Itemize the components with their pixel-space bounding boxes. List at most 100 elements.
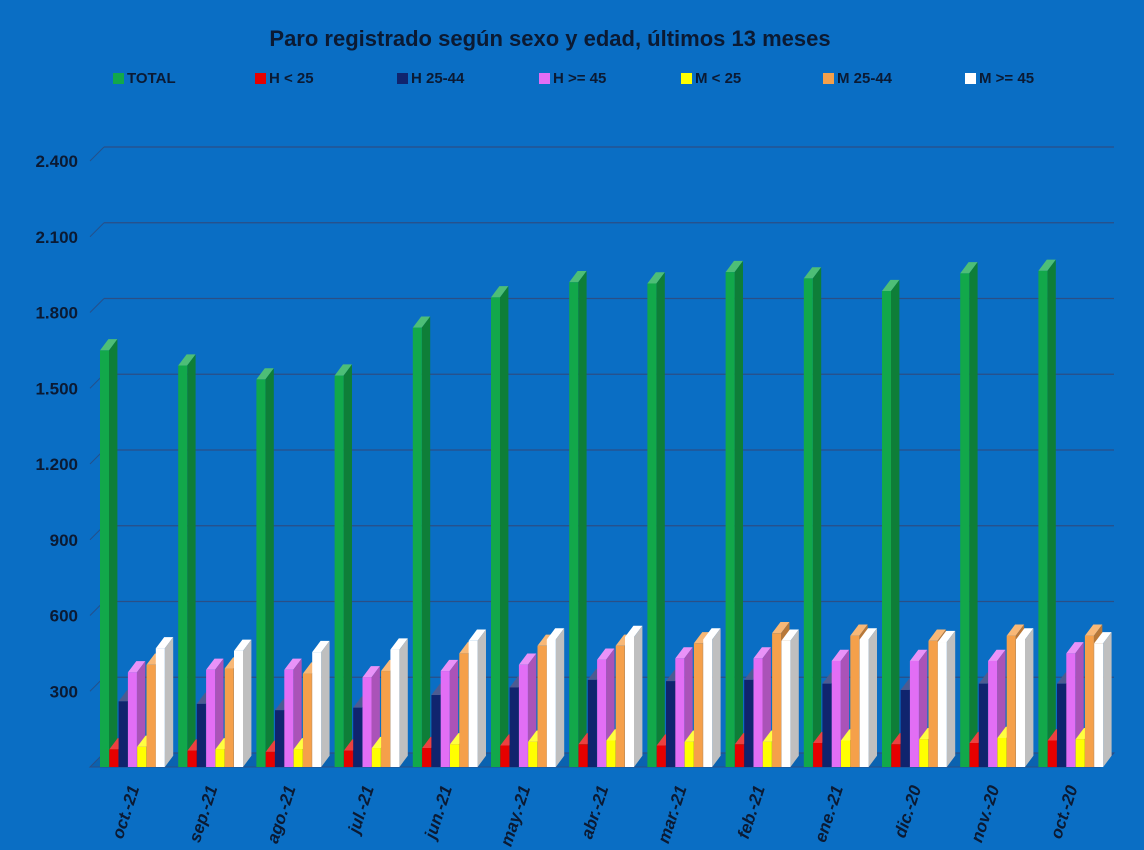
bar-top [100, 339, 118, 351]
bar-top [882, 279, 900, 292]
bar-side [946, 630, 956, 767]
bar-front [196, 703, 206, 767]
bar-front [293, 749, 303, 767]
bar-front [537, 645, 547, 767]
bar-front [265, 751, 275, 767]
bar-top [803, 267, 822, 279]
y-tick-label: 300 [50, 682, 78, 701]
legend-swatch [539, 73, 550, 84]
bar-side [321, 640, 330, 767]
bar-front [178, 365, 188, 767]
bar-top [988, 649, 1006, 661]
bar-top [468, 629, 486, 641]
bar-top [597, 648, 615, 660]
bar-top [937, 630, 956, 643]
bar [781, 629, 799, 767]
bar-front [450, 744, 459, 767]
bar-front [578, 744, 588, 767]
bar-front [781, 640, 791, 767]
bar-top [703, 628, 721, 640]
bar [703, 628, 721, 767]
bar [206, 658, 224, 767]
bar-side [293, 658, 302, 767]
bar-side [891, 279, 900, 767]
bar-front [1084, 635, 1094, 767]
legend-swatch [965, 73, 976, 84]
bar-top [1066, 642, 1084, 654]
bar-top [206, 658, 224, 670]
bar-top [928, 629, 946, 641]
bar-front [1094, 643, 1104, 767]
bar-front [597, 659, 607, 767]
bar-front [909, 660, 919, 767]
bar-front [1006, 635, 1016, 767]
bar-side [555, 628, 565, 767]
legend-item: H >= 45 [539, 70, 606, 87]
bar-front [234, 650, 243, 767]
bar-side [969, 262, 978, 767]
bar-front [206, 669, 216, 767]
bar [100, 339, 118, 767]
bar-top [155, 637, 174, 649]
bar-front [491, 297, 500, 767]
legend-swatch [397, 73, 408, 84]
bar-front [275, 710, 284, 767]
bar-front [978, 683, 988, 767]
bar-front [891, 744, 901, 767]
bar-front [528, 741, 538, 767]
bar-front [100, 350, 109, 767]
bar-top [334, 364, 352, 376]
bar-front [500, 745, 510, 767]
bar [491, 286, 509, 767]
x-tick-label: jun.-21 [420, 783, 456, 843]
bar [256, 368, 274, 767]
bar [725, 260, 743, 767]
bar-front [822, 683, 832, 767]
bar-side [656, 272, 665, 767]
bar [859, 628, 877, 767]
bar-top [1094, 632, 1112, 644]
x-tick-label: feb.-21 [734, 783, 769, 841]
legend-label: H 25-44 [411, 70, 465, 87]
bar [178, 354, 196, 767]
bar [1016, 628, 1034, 767]
bar-front [831, 660, 841, 767]
y-tick-label: 2.100 [35, 228, 78, 247]
bar [960, 262, 978, 767]
bar-front [371, 748, 381, 767]
bar-top [412, 316, 431, 328]
bar-front [353, 707, 363, 767]
bar-top [1006, 624, 1025, 636]
bar-top [234, 639, 252, 651]
x-tick-label: oct.-21 [108, 783, 143, 841]
bar-front [381, 671, 391, 767]
bar-front [900, 689, 910, 767]
x-tick-label: ago.-21 [263, 783, 299, 845]
bar-front [937, 642, 947, 767]
bar-front [137, 746, 147, 767]
bar [803, 267, 822, 767]
bar-side [215, 658, 224, 767]
bar-front [312, 652, 322, 767]
bar-front [215, 749, 225, 767]
bar-front [772, 633, 782, 767]
y-tick-label: 2.400 [35, 152, 78, 171]
bar [468, 629, 486, 767]
bar-top [491, 286, 509, 298]
bar-top [753, 647, 771, 659]
bar-front [1047, 740, 1057, 767]
bar-top [546, 628, 565, 640]
bar-front [850, 635, 860, 767]
bar-front [302, 673, 312, 767]
bar-side [243, 639, 252, 767]
legend-label: M < 25 [695, 70, 742, 87]
bar-front [518, 664, 528, 767]
x-tick-label: dic.-20 [891, 783, 926, 841]
bar-front [468, 640, 478, 767]
bar-front [703, 639, 713, 767]
bar-top [909, 649, 928, 661]
legend-swatch [255, 73, 266, 84]
bar-front [666, 681, 675, 767]
bar-front [569, 282, 579, 767]
bar-side [868, 628, 877, 767]
